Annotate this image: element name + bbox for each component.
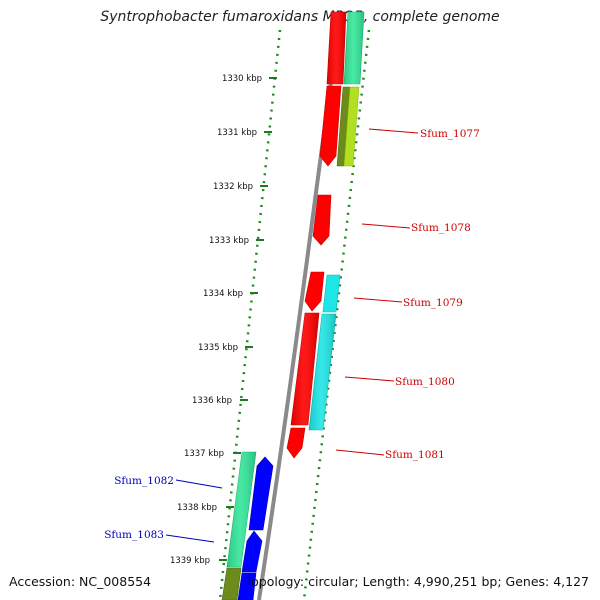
cog-feature-yellowgreen[interactable]: [343, 86, 360, 167]
gene-label-sfum-1077[interactable]: Sfum_1077: [420, 128, 480, 140]
tick-label: 1330 kbp: [222, 74, 262, 84]
tick-label: 1331 kbp: [217, 128, 257, 138]
map-title: Syntrophobacter fumaroxidans MPOB, compl…: [100, 9, 500, 25]
cds-feature-reverse[interactable]: [248, 456, 274, 531]
cog-feature-cyan[interactable]: [322, 274, 341, 313]
tick-label: 1332 kbp: [213, 182, 253, 192]
tick-label: 1333 kbp: [209, 236, 249, 246]
gene-label-sfum-1080[interactable]: Sfum_1080: [395, 376, 455, 388]
tick-label: 1334 kbp: [203, 289, 243, 299]
leader-line: [368, 128, 419, 134]
tick-label: 1335 kbp: [198, 343, 238, 353]
feature-shading: [227, 12, 364, 567]
leader-line: [175, 479, 223, 489]
cds-feature-reverse[interactable]: [241, 530, 263, 573]
accession-label: Accession: NC_008554: [9, 574, 152, 589]
cog-feature-olive[interactable]: [221, 567, 242, 600]
gene-label-sfum-1078[interactable]: Sfum_1078: [411, 222, 471, 234]
gene-label-sfum-1082[interactable]: Sfum_1082: [114, 475, 174, 487]
leader-line: [335, 449, 385, 456]
gene-labels: Sfum_1077 Sfum_1078 Sfum_1079 Sfum_1080 …: [104, 128, 480, 541]
gene-label-leaders: [165, 128, 419, 543]
cds-feature-forward[interactable]: [286, 427, 306, 459]
gene-label-sfum-1081[interactable]: Sfum_1081: [385, 449, 445, 461]
tick-label: 1339 kbp: [170, 556, 210, 566]
leader-line: [353, 297, 403, 303]
gene-label-sfum-1079[interactable]: Sfum_1079: [403, 297, 463, 309]
gene-label-sfum-1083[interactable]: Sfum_1083: [104, 529, 164, 541]
tick-label: 1336 kbp: [192, 396, 232, 406]
genome-info-label: Topology: circular; Length: 4,990,251 bp…: [245, 574, 589, 589]
cds-feature-reverse[interactable]: [237, 572, 257, 600]
tick-label: 1338 kbp: [177, 503, 217, 513]
ruler-ticks: 1330 kbp 1331 kbp 1332 kbp 1333 kbp 1334…: [170, 74, 277, 566]
leader-line: [361, 223, 411, 229]
leader-line: [165, 534, 215, 543]
cds-feature-forward[interactable]: [312, 194, 332, 246]
cds-feature-forward[interactable]: [304, 271, 325, 312]
tick-label: 1337 kbp: [184, 449, 224, 459]
leader-line: [344, 376, 395, 382]
cds-reverse-strand: [237, 456, 274, 600]
cds-feature-forward[interactable]: [319, 85, 342, 167]
